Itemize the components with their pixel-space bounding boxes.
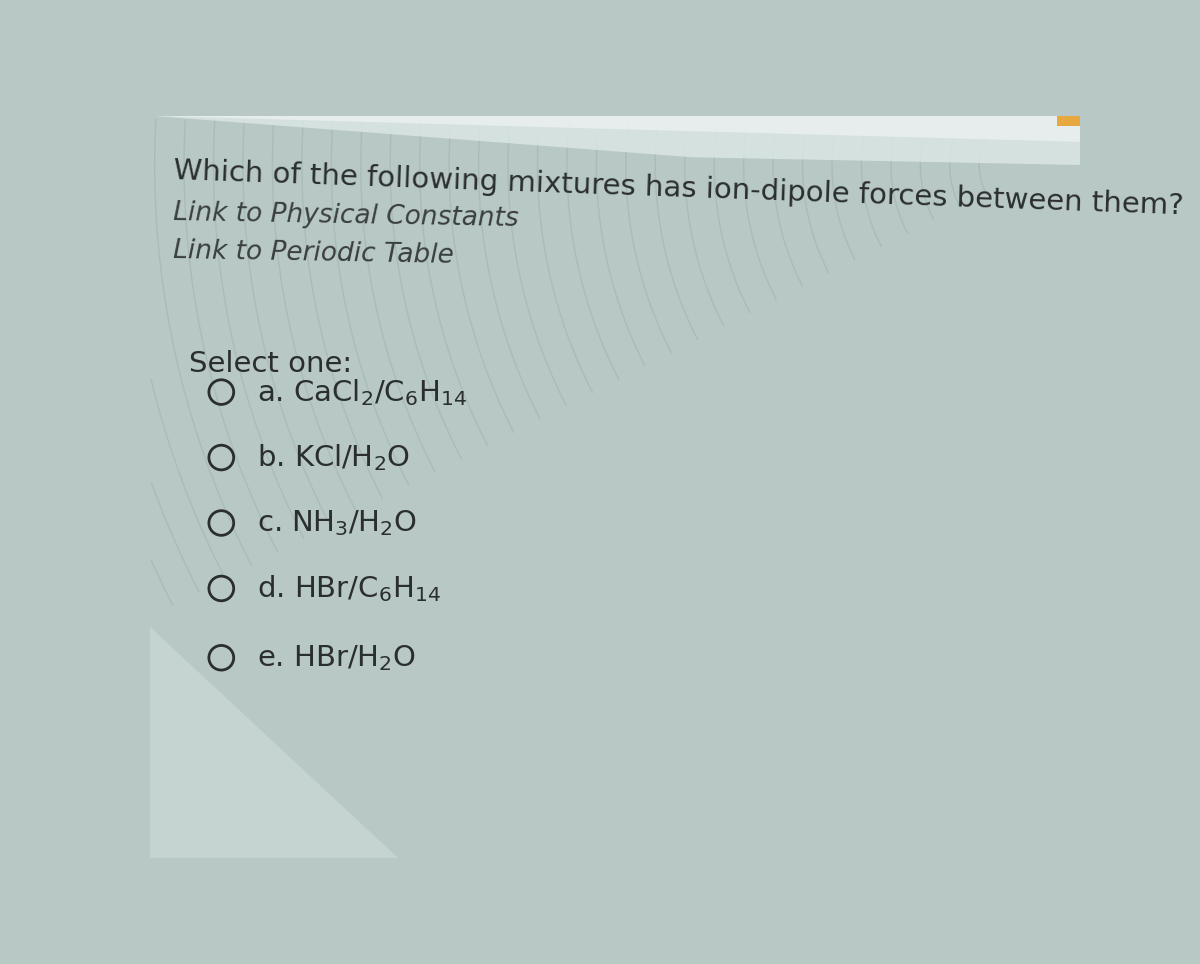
Polygon shape [150, 116, 1080, 142]
Text: a. CaCl$_2$/C$_6$H$_{14}$: a. CaCl$_2$/C$_6$H$_{14}$ [257, 377, 467, 408]
Bar [1057, 116, 1080, 126]
Polygon shape [150, 116, 1080, 165]
Text: Link to Periodic Table: Link to Periodic Table [173, 238, 455, 269]
Text: d. HBr/C$_6$H$_{14}$: d. HBr/C$_6$H$_{14}$ [257, 573, 440, 603]
Text: Link to Physical Constants: Link to Physical Constants [173, 200, 520, 231]
Text: Which of the following mixtures has ion-dipole forces between them?: Which of the following mixtures has ion-… [173, 157, 1184, 221]
Polygon shape [150, 116, 398, 858]
Text: Select one:: Select one: [188, 350, 352, 378]
Text: c. NH$_3$/H$_2$O: c. NH$_3$/H$_2$O [257, 508, 416, 538]
Text: b. KCl/H$_2$O: b. KCl/H$_2$O [257, 442, 410, 473]
Text: e. HBr/H$_2$O: e. HBr/H$_2$O [257, 643, 415, 673]
